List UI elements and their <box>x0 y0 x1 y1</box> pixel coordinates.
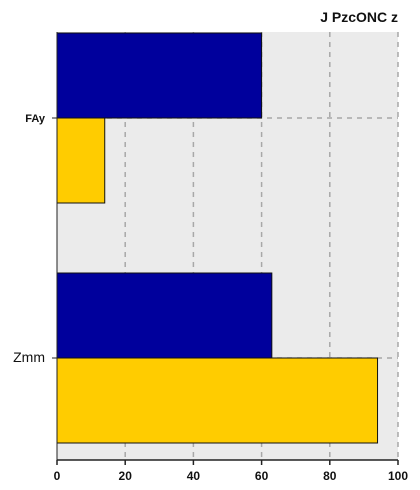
y-category-label-zmm: Zmm <box>13 349 45 365</box>
bars <box>56 32 379 444</box>
x-axis-ticks: 0 20 40 60 80 100 <box>54 460 408 483</box>
bar-zmm-series-2 <box>56 357 379 444</box>
y-category-label-fay: FAy <box>25 113 46 125</box>
chart-title: J PzcONC z <box>320 9 398 25</box>
x-tick-label-0: 0 <box>54 469 61 483</box>
x-tick-label-100: 100 <box>388 469 408 483</box>
bar-fay-series-1 <box>56 32 263 119</box>
x-tick-label-20: 20 <box>119 469 133 483</box>
x-tick-label-40: 40 <box>187 469 201 483</box>
y-axis-categories: FAy Zmm <box>13 113 57 365</box>
bar-zmm-series-1 <box>56 272 273 359</box>
x-tick-label-60: 60 <box>255 469 269 483</box>
x-tick-label-80: 80 <box>323 469 337 483</box>
bar-fay-series-2 <box>56 117 106 204</box>
